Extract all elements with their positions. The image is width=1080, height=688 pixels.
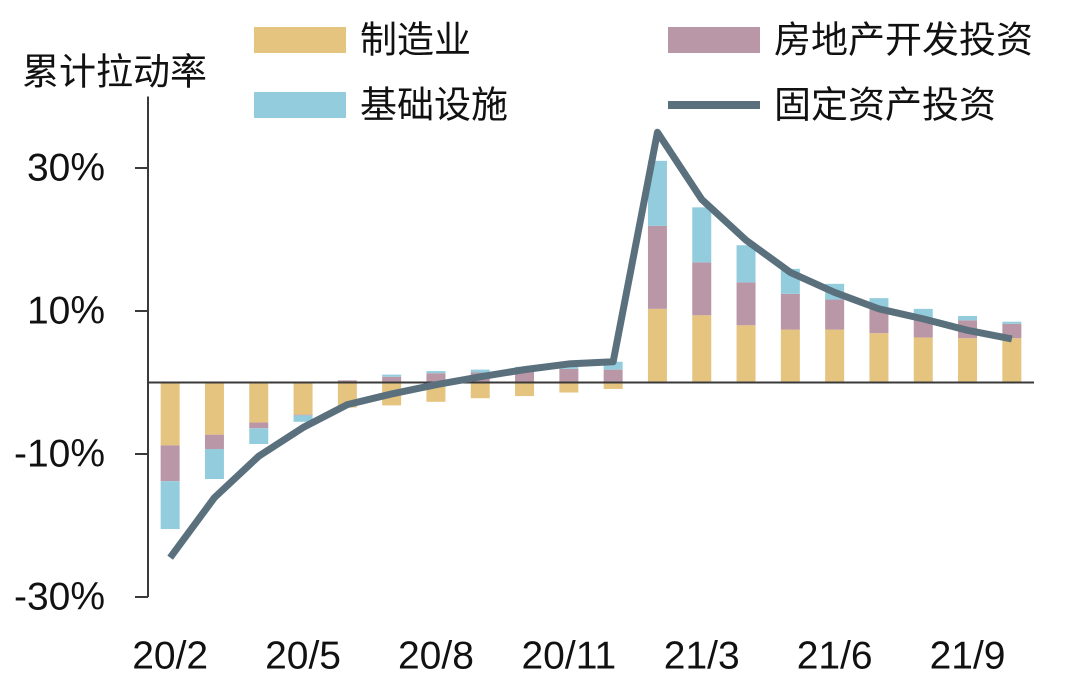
legend-item-manufacturing: 制造业 bbox=[254, 19, 471, 62]
manufacturing-bar bbox=[825, 329, 845, 383]
manufacturing-bar bbox=[1002, 338, 1022, 383]
real-estate-investment-bar bbox=[825, 299, 845, 330]
real-estate-investment-bar bbox=[337, 380, 357, 383]
manufacturing-bar bbox=[647, 308, 667, 383]
legend-label: 固定资产投资 bbox=[774, 84, 996, 127]
x-tick-label: 21/9 bbox=[930, 635, 1006, 678]
infrastructure-bar bbox=[204, 449, 224, 480]
infrastructure-bar bbox=[647, 160, 667, 226]
manufacturing-bar bbox=[293, 382, 313, 415]
real-estate-investment-bar bbox=[293, 414, 313, 416]
y-tick-label: 30% bbox=[27, 147, 105, 190]
y-tick-label: -30% bbox=[14, 576, 105, 619]
legend-swatch bbox=[254, 92, 346, 118]
manufacturing-bar bbox=[603, 382, 623, 389]
line-series bbox=[167, 128, 1013, 560]
infrastructure-bar bbox=[869, 298, 889, 308]
legend-label: 基础设施 bbox=[360, 84, 508, 127]
x-tick-label: 20/11 bbox=[521, 635, 616, 678]
legend-label: 制造业 bbox=[360, 19, 471, 62]
real-estate-investment-bar bbox=[647, 225, 667, 309]
real-estate-investment-bar bbox=[869, 307, 889, 334]
infrastructure-bar bbox=[470, 369, 490, 373]
manufacturing-bar bbox=[958, 338, 978, 383]
manufacturing-bar bbox=[913, 337, 933, 383]
real-estate-investment-bar bbox=[204, 434, 224, 449]
real-estate-investment-bar bbox=[603, 369, 623, 383]
legend-item-real-estate-investment: 房地产开发投资 bbox=[668, 19, 1033, 62]
manufacturing-bar bbox=[160, 382, 180, 446]
real-estate-investment-bar bbox=[249, 422, 269, 429]
fixed-asset-investment-line bbox=[167, 128, 1013, 560]
infrastructure-bar bbox=[382, 374, 402, 377]
manufacturing-bar bbox=[470, 382, 490, 399]
infrastructure-bar bbox=[603, 361, 623, 370]
real-estate-investment-bar bbox=[692, 262, 712, 316]
x-tick-label: 20/2 bbox=[132, 635, 208, 678]
manufacturing-bar bbox=[736, 325, 756, 383]
legend-item-fixed-asset-investment: 固定资产投资 bbox=[668, 84, 996, 127]
legend-label: 房地产开发投资 bbox=[774, 19, 1033, 62]
real-estate-investment-bar bbox=[736, 282, 756, 326]
x-tick-label: 20/8 bbox=[398, 635, 474, 678]
x-tick-label: 20/5 bbox=[265, 635, 341, 678]
x-tick-label: 21/6 bbox=[797, 635, 873, 678]
infrastructure-bar bbox=[692, 207, 712, 263]
infrastructure-bar bbox=[736, 245, 756, 283]
infrastructure-bar bbox=[958, 316, 978, 321]
x-tick-label: 21/3 bbox=[664, 635, 740, 678]
legend-swatch bbox=[254, 27, 346, 53]
manufacturing-bar bbox=[559, 382, 579, 393]
bars bbox=[160, 160, 1022, 530]
manufacturing-bar bbox=[515, 382, 535, 397]
legend-item-infrastructure: 基础设施 bbox=[254, 84, 508, 127]
manufacturing-bar bbox=[249, 382, 269, 423]
y-tick-label: 10% bbox=[27, 290, 105, 333]
tick-labels: 30% 10% -10% -30% 20/2 20/5 20/8 20/11 21/3 21/6 2… bbox=[14, 147, 1006, 678]
real-estate-investment-bar bbox=[160, 445, 180, 482]
manufacturing-bar bbox=[869, 333, 889, 383]
infrastructure-bar bbox=[913, 308, 933, 319]
infrastructure-bar bbox=[426, 371, 446, 374]
y-axis-title: 累计拉动率 bbox=[22, 51, 207, 94]
y-tick-label: -10% bbox=[14, 433, 105, 476]
infrastructure-bar bbox=[1002, 321, 1022, 324]
manufacturing-bar bbox=[692, 315, 712, 383]
manufacturing-bar bbox=[204, 382, 224, 435]
infrastructure-bar bbox=[293, 415, 313, 422]
infrastructure-bar bbox=[559, 366, 579, 369]
axes bbox=[135, 96, 1034, 598]
legend-swatch bbox=[668, 27, 760, 53]
manufacturing-bar bbox=[780, 329, 800, 383]
real-estate-investment-bar bbox=[426, 373, 446, 383]
real-estate-investment-bar bbox=[559, 368, 579, 383]
infrastructure-bar bbox=[249, 428, 269, 444]
real-estate-investment-bar bbox=[780, 293, 800, 330]
infrastructure-bar bbox=[160, 481, 180, 530]
real-estate-investment-bar bbox=[382, 376, 402, 383]
